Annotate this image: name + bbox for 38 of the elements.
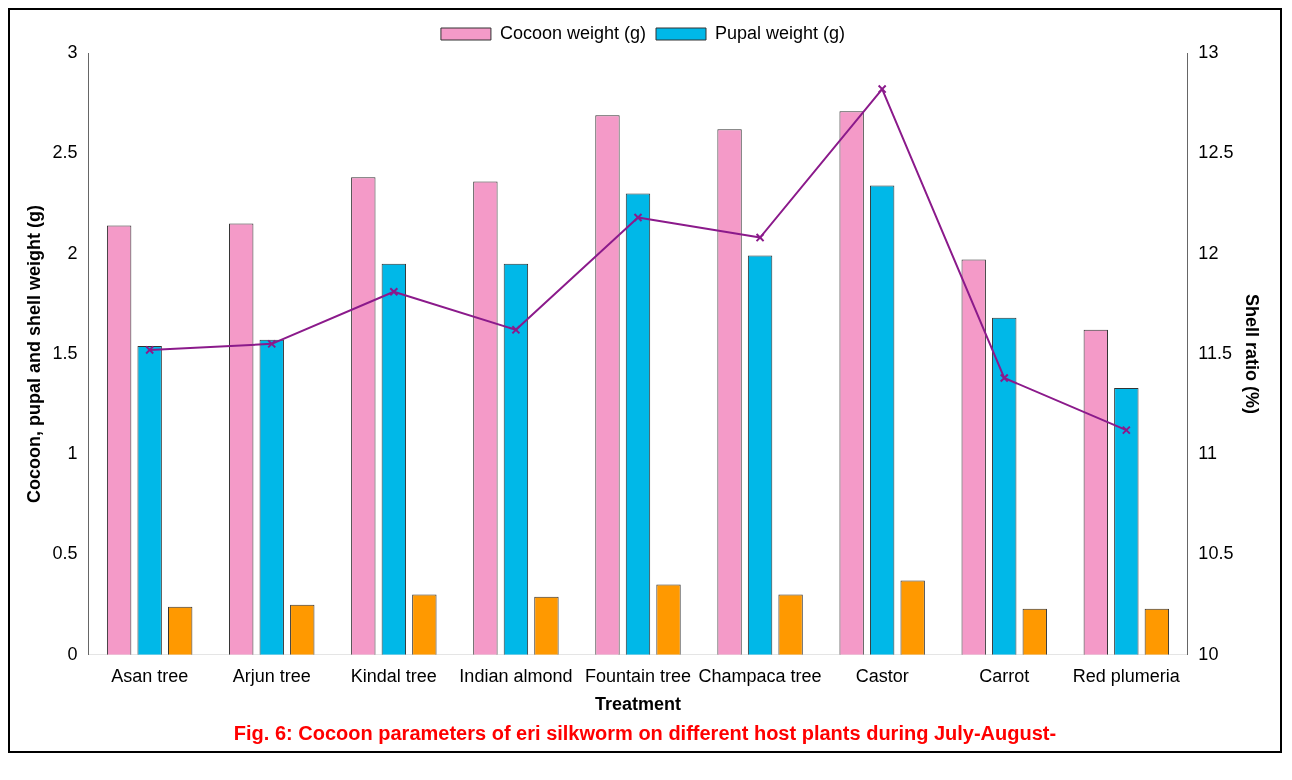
- point: [267, 339, 277, 349]
- y-tick-label: 0.5: [52, 543, 78, 564]
- y2-tick-label: 10: [1198, 643, 1219, 664]
- point: [999, 373, 1009, 383]
- x-tick-label: Arjun tree: [232, 665, 311, 686]
- x-tick-label: Champaca tree: [698, 665, 822, 686]
- legend-label: Cocoon weight (g): [499, 22, 647, 43]
- y2-tick-label: 10.5: [1198, 543, 1234, 564]
- y-tick-label: 1: [67, 443, 78, 464]
- x-tick-label: Asan tree: [111, 665, 189, 686]
- caption: Fig. 6: Cocoon parameters of eri silkworm on different host plants during July-August-: [232, 721, 1058, 746]
- point: [755, 233, 765, 243]
- y-tick-label: 2: [67, 242, 78, 263]
- point: [145, 345, 155, 355]
- y-tick-label: 1.5: [52, 342, 78, 363]
- x-axis-title: Treatment: [594, 694, 682, 715]
- point: [1121, 425, 1131, 435]
- y2-tick-label: 11: [1198, 443, 1218, 464]
- x-tick-label: Indian almond: [459, 665, 573, 686]
- x-tick-label: Fountain tree: [584, 665, 692, 686]
- point: [877, 84, 887, 94]
- y-axis-title: Cocoon, pupal and shell weight (g): [23, 204, 44, 503]
- y2-tick-label: 11.5: [1198, 342, 1233, 363]
- x-tick-label: Castor: [855, 665, 909, 686]
- y2-tick-label: 12.5: [1198, 142, 1234, 163]
- legend-label: Pupal weight (g): [715, 22, 846, 43]
- y2-axis-title: Shell ratio (%): [1242, 293, 1263, 414]
- x-tick-label: Carrot: [979, 665, 1030, 686]
- y2-tick-label: 13: [1198, 41, 1219, 62]
- y-tick-label: 0: [67, 643, 78, 664]
- point: [633, 212, 643, 223]
- y-tick-label: 2.5: [52, 142, 78, 163]
- x-tick-label: Kindal tree: [350, 665, 437, 686]
- y2-tick-label: 12: [1198, 242, 1219, 263]
- y-tick-label: 3: [67, 41, 78, 62]
- point: [389, 287, 399, 297]
- x-tick-label: Red plumeria: [1072, 665, 1181, 686]
- point: [511, 325, 521, 335]
